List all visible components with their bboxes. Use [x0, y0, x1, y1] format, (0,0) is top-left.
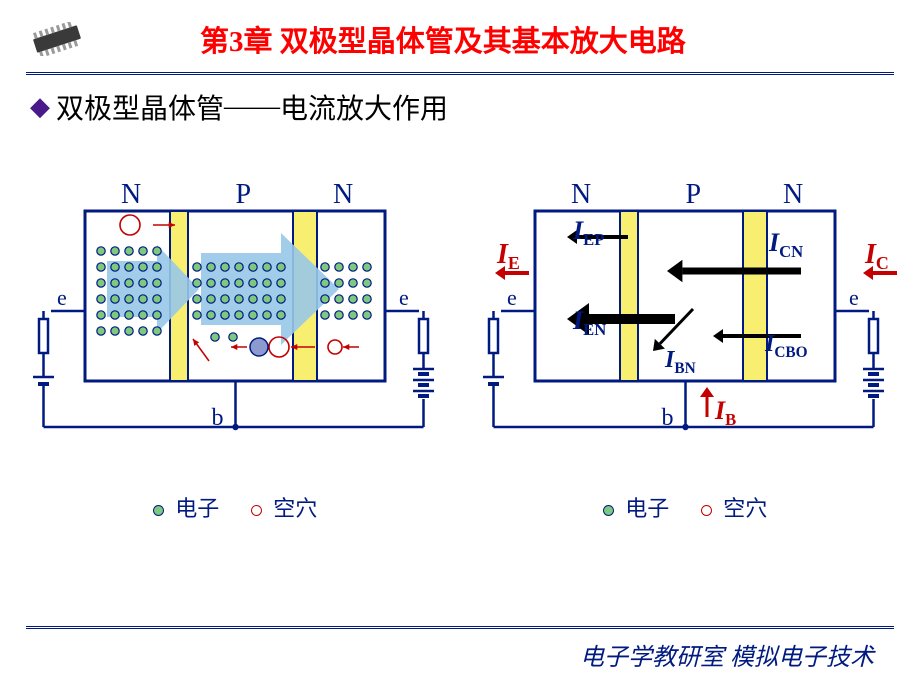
svg-text:P: P — [686, 181, 702, 210]
legend-hole-r: 空穴 — [723, 496, 767, 521]
npn-carrier-motion: N P Ne b e — [15, 181, 455, 481]
svg-text:ICN: ICN — [768, 228, 803, 261]
svg-text:N: N — [571, 181, 591, 210]
electron-marker-icon — [153, 505, 164, 516]
electron-marker-icon — [603, 505, 614, 516]
svg-text:b: b — [662, 405, 674, 431]
svg-text:IE: IE — [496, 239, 520, 273]
svg-text:IEP: IEP — [572, 216, 604, 249]
hole-marker-icon — [251, 505, 262, 516]
legend-left: 电子 空穴 — [15, 491, 455, 523]
chip-icon — [24, 22, 90, 56]
svg-text:N: N — [333, 181, 353, 210]
svg-text:IB: IB — [714, 396, 736, 429]
npn-current-components: NPNebeIEICIEPIENIBNICNICBOIB — [465, 181, 905, 481]
footer-text: 电子学教研室 模拟电子技术 — [0, 637, 920, 672]
svg-text:b: b — [212, 405, 224, 431]
hole-marker-icon — [701, 505, 712, 516]
legend-electron-r: 电子 — [625, 496, 669, 521]
legend-right: 电子 空穴 — [465, 491, 905, 523]
header-divider — [26, 72, 894, 75]
svg-text:N: N — [783, 181, 803, 210]
slide-subtitle: ◆ 双极型晶体管 —— 电流放大作用 — [0, 81, 920, 127]
svg-text:IBN: IBN — [664, 347, 696, 377]
svg-text:e: e — [399, 285, 409, 310]
footer-divider — [26, 626, 894, 629]
slide-header: 第3章 双极型晶体管及其基本放大电路 — [0, 0, 920, 68]
subtitle-part-b: 电流放大作用 — [280, 87, 448, 127]
slide-footer: 电子学教研室 模拟电子技术 — [0, 626, 920, 672]
svg-text:N: N — [121, 181, 141, 210]
legend-electron: 电子 — [175, 496, 219, 521]
bullet-diamond-icon: ◆ — [30, 92, 50, 122]
diagram-row: NPNebe 电子 空穴 NPNebeIEICIEPIENIBNICNICBOI… — [0, 181, 920, 523]
diagram-right: NPNebeIEICIEPIENIBNICNICBOIB 电子 空穴 — [465, 181, 905, 523]
svg-text:e: e — [507, 285, 517, 310]
svg-text:e: e — [849, 285, 859, 310]
svg-text:IEN: IEN — [572, 306, 606, 339]
subtitle-separator: —— — [224, 91, 280, 123]
svg-text:e: e — [57, 285, 67, 310]
legend-hole: 空穴 — [273, 496, 317, 521]
subtitle-part-a: 双极型晶体管 — [56, 87, 224, 127]
diagram-left: N P Ne b e 电子 空穴 — [15, 181, 455, 523]
svg-text:P: P — [236, 181, 252, 210]
svg-text:IC: IC — [864, 239, 889, 273]
chapter-title: 第3章 双极型晶体管及其基本放大电路 — [200, 18, 686, 60]
